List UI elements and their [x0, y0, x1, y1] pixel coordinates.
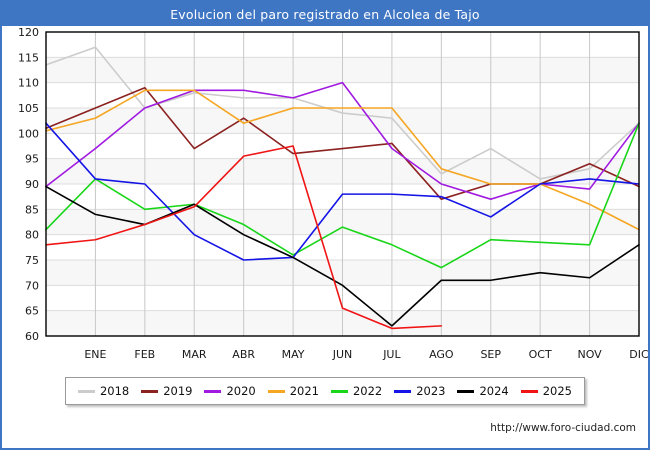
x-axis-tick-label: FEB	[134, 348, 155, 361]
legend-swatch-2018	[77, 389, 95, 393]
chart-plot-container: 60 65 70 75 80 85 90 95 100 105 110 115 120 ENE FEB MAR…	[2, 26, 648, 372]
plot-frame	[45, 31, 640, 337]
y-axis-tick-label: 70	[25, 279, 39, 292]
legend-item-2018[interactable]: 2018	[77, 384, 130, 398]
x-axis-tick-label: ABR	[232, 348, 255, 361]
legend-label: 2024	[479, 384, 509, 398]
y-axis-tick-label: 120	[18, 26, 39, 39]
y-axis-tick-label: 60	[25, 330, 39, 343]
y-axis-tick-label: 90	[25, 178, 39, 191]
legend-label: 2025	[542, 384, 573, 398]
legend-swatch-2019	[141, 389, 159, 393]
y-axis-tick-label: 75	[25, 254, 39, 267]
legend-item-2019[interactable]: 2019	[141, 384, 193, 398]
legend-item-2025[interactable]: 2025	[520, 384, 573, 398]
x-axis-tick-label: DIC	[629, 348, 648, 361]
x-axis-tick-label: MAR	[182, 348, 207, 361]
legend-swatch-2022	[330, 389, 348, 393]
y-axis-tick-label: 85	[25, 203, 39, 216]
line-chart: 60 65 70 75 80 85 90 95 100 105 110 115 120 ENE FEB MAR…	[18, 26, 648, 361]
footer-bar: http://www.foro-ciudad.com	[2, 418, 648, 448]
y-axis-tick-label: 115	[18, 51, 39, 64]
legend-swatch-2023	[394, 389, 412, 393]
x-axis-tick-label: NOV	[577, 348, 602, 361]
page-title: Evolucion del paro registrado en Alcolea…	[170, 6, 480, 22]
y-axis-tick-label: 95	[25, 153, 39, 166]
legend-swatch-2020	[204, 389, 222, 393]
legend-label: 2019	[163, 384, 193, 398]
x-axis-tick-label: JUN	[332, 348, 353, 361]
legend-item-2023[interactable]: 2023	[394, 384, 446, 398]
x-axis-tick-label: MAY	[282, 348, 305, 361]
legend-swatch-2025	[520, 389, 538, 393]
legend-label: 2020	[226, 384, 256, 398]
legend-item-2024[interactable]: 2024	[457, 384, 509, 398]
y-axis-tick-label: 100	[18, 127, 39, 140]
source-url: http://www.foro-ciudad.com	[490, 422, 636, 434]
x-axis-tick-label: SEP	[480, 348, 501, 361]
x-axis-tick-label: JUL	[382, 348, 401, 361]
legend-item-2020[interactable]: 2020	[204, 384, 256, 398]
window-title-bar: Evolucion del paro registrado en Alcolea…	[2, 2, 648, 26]
chart-legend: 2018 2019 2020 2021 2022 2023 2024 2025	[2, 372, 648, 418]
legend-label: 2018	[99, 384, 130, 398]
legend-swatch-2024	[457, 389, 475, 393]
x-axis-tick-label: OCT	[529, 348, 552, 361]
y-axis-tick-label: 65	[25, 305, 39, 318]
y-axis-tick-label: 105	[18, 102, 39, 115]
y-axis-tick-label: 110	[18, 77, 39, 90]
series-line-2022	[45, 122, 640, 269]
legend-swatch-2021	[267, 389, 285, 393]
legend-item-2022[interactable]: 2022	[330, 384, 383, 398]
x-axis-tick-label: AGO	[429, 348, 454, 361]
y-axis-tick-label: 80	[25, 229, 39, 242]
x-axis-tick-label: ENE	[84, 348, 106, 361]
legend-label: 2022	[352, 384, 383, 398]
legend-label: 2023	[416, 384, 446, 398]
legend-item-2021[interactable]: 2021	[267, 384, 320, 398]
series-line-2023	[45, 122, 640, 261]
series-line-2025	[45, 145, 443, 330]
legend-label: 2021	[289, 384, 320, 398]
legend-box: 2018 2019 2020 2021 2022 2023 2024 2025	[65, 377, 585, 405]
